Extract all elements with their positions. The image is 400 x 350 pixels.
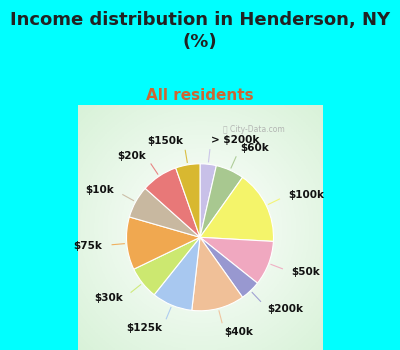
Text: $200k: $200k (267, 303, 303, 314)
Wedge shape (129, 188, 200, 237)
Text: $10k: $10k (86, 185, 114, 195)
Wedge shape (200, 164, 216, 237)
Text: All residents: All residents (146, 88, 254, 103)
Text: Income distribution in Henderson, NY
(%): Income distribution in Henderson, NY (%) (10, 10, 390, 51)
Wedge shape (200, 166, 242, 237)
Text: $150k: $150k (148, 136, 184, 146)
Wedge shape (145, 168, 200, 237)
Text: $125k: $125k (126, 323, 162, 333)
Wedge shape (134, 237, 200, 295)
Text: > $200k: > $200k (211, 135, 259, 145)
Text: $100k: $100k (288, 190, 324, 200)
Wedge shape (200, 177, 274, 241)
Wedge shape (200, 237, 273, 283)
Text: $40k: $40k (224, 327, 253, 337)
Wedge shape (126, 217, 200, 269)
Text: ⓘ City-Data.com: ⓘ City-Data.com (223, 125, 285, 134)
Text: $30k: $30k (95, 293, 123, 303)
Wedge shape (192, 237, 242, 311)
Text: $75k: $75k (74, 240, 102, 251)
Wedge shape (154, 237, 200, 310)
Text: $60k: $60k (240, 143, 269, 153)
Text: $20k: $20k (117, 151, 146, 161)
Wedge shape (176, 164, 200, 237)
Text: $50k: $50k (292, 267, 320, 277)
Wedge shape (200, 237, 258, 297)
